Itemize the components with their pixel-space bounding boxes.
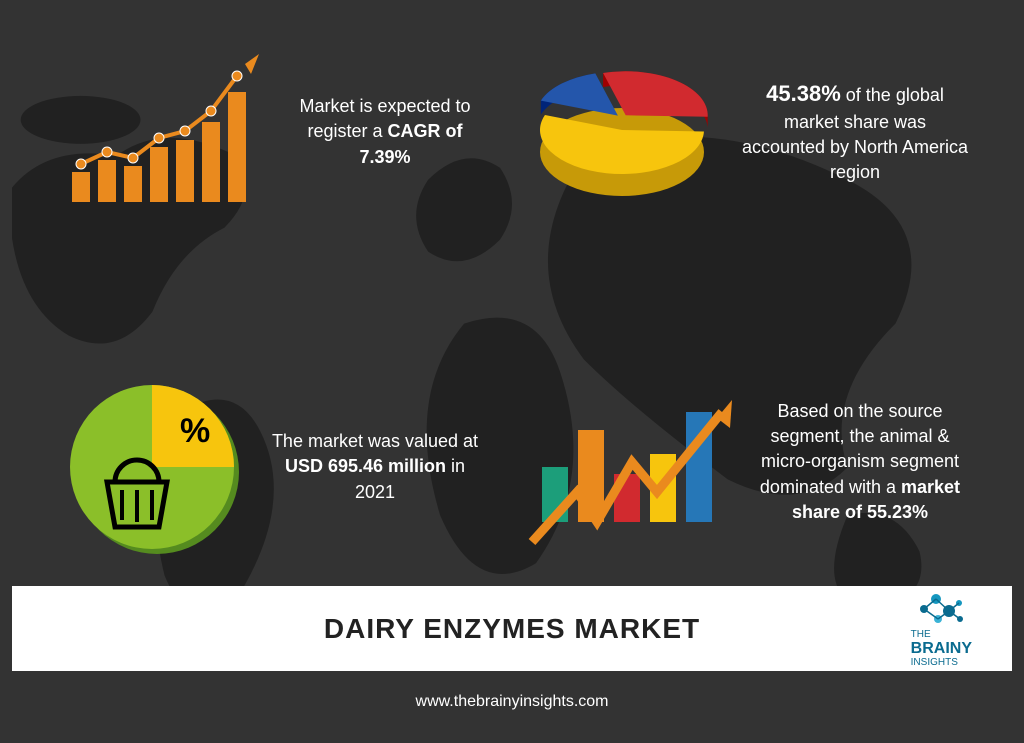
growth-chart-icon [62,52,262,212]
page-title: DAIRY ENZYMES MARKET [324,613,700,645]
pie-chart-icon [522,52,722,212]
value-pie-icon: % [62,372,252,562]
logo-icon [914,589,969,629]
brand-logo: THE BRAINY INSIGHTS [911,589,972,669]
stat-segment-share: Based on the source segment, the animal … [522,372,982,552]
bars-arrow-icon [522,372,732,552]
svg-text:%: % [180,412,210,450]
footer-url: www.thebrainyinsights.com [12,693,1012,711]
infographic-canvas: Market is expected to register a CAGR of… [0,0,1024,743]
region-percent: 45.38% [766,81,841,106]
title-bar: DAIRY ENZYMES MARKET THE BRAINY INSIGHTS [12,586,1012,671]
logo-text: THE BRAINY INSIGHTS [911,629,972,669]
value-text-pre: The market was valued at [272,431,478,451]
stat-cagr: Market is expected to register a CAGR of… [62,52,502,212]
value-text-bold: USD 695.46 million [285,456,446,476]
stat-region-share: 45.38% of the global market share was ac… [522,52,982,212]
stat-value: % The market was valued at USD 695.46 mi… [62,372,502,562]
